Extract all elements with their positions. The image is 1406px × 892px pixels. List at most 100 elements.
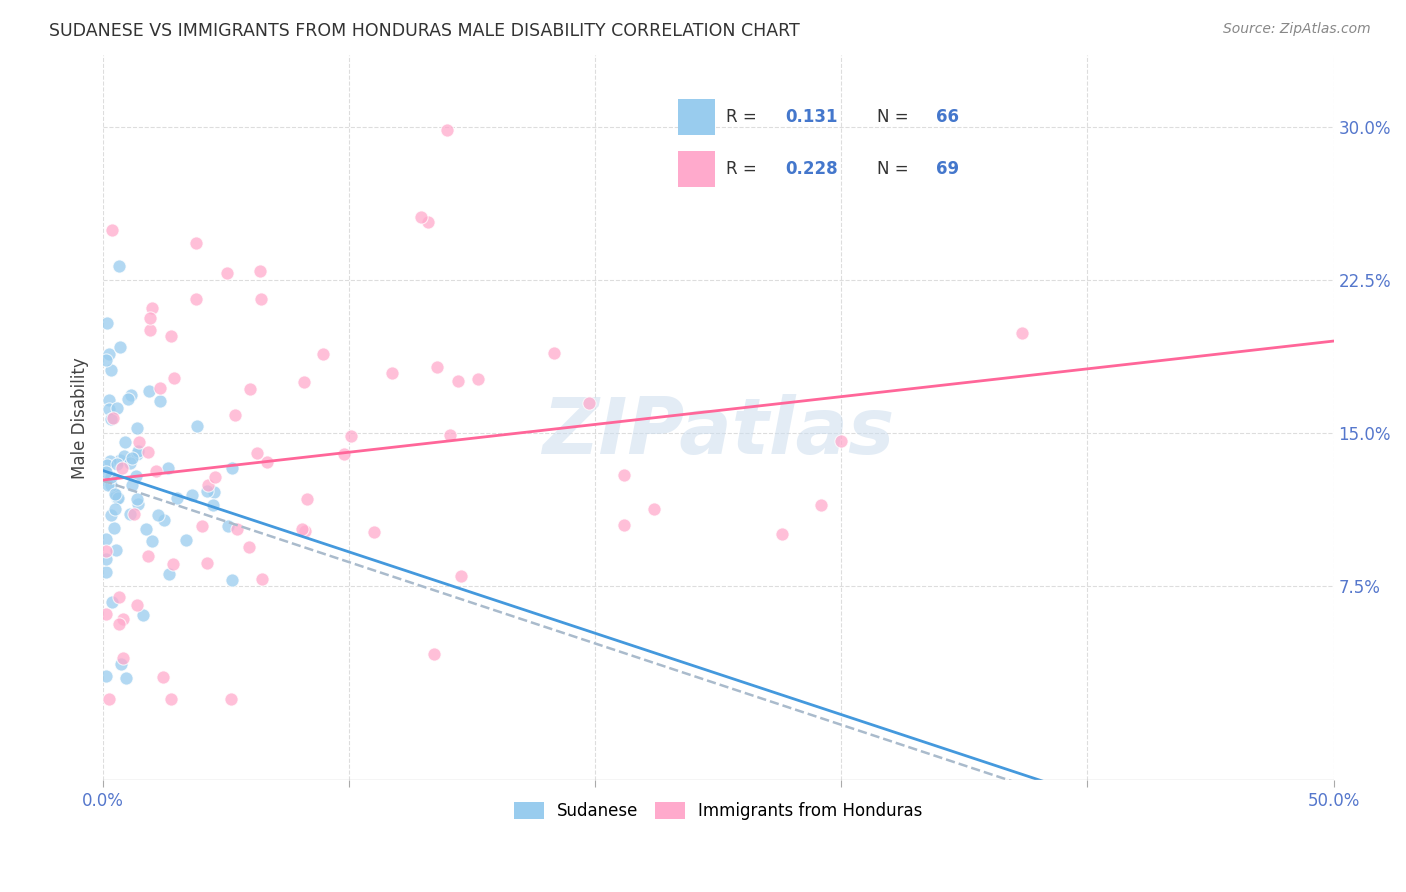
Point bbox=[613, 518, 636, 533]
Point bbox=[381, 366, 404, 380]
Point bbox=[160, 329, 183, 343]
Point bbox=[104, 502, 127, 516]
Point bbox=[363, 524, 385, 539]
Point bbox=[108, 617, 131, 632]
Point bbox=[96, 316, 118, 330]
Point bbox=[121, 478, 143, 492]
Point bbox=[145, 464, 167, 478]
Point bbox=[226, 522, 249, 536]
Point bbox=[770, 527, 793, 541]
Point bbox=[148, 508, 170, 522]
Point bbox=[98, 454, 121, 468]
Point bbox=[219, 691, 242, 706]
Point bbox=[643, 501, 665, 516]
Point bbox=[425, 360, 447, 375]
Point bbox=[543, 346, 565, 360]
Point bbox=[105, 401, 128, 415]
Point bbox=[160, 691, 183, 706]
Point bbox=[141, 301, 163, 315]
Point bbox=[125, 469, 148, 483]
Point bbox=[157, 460, 180, 475]
Point bbox=[195, 556, 218, 570]
Point bbox=[197, 478, 219, 492]
Point bbox=[114, 434, 136, 449]
Point bbox=[104, 487, 127, 501]
Point bbox=[114, 671, 136, 685]
Text: ZIPatlas: ZIPatlas bbox=[543, 394, 894, 470]
Point bbox=[204, 470, 226, 484]
Point bbox=[94, 669, 117, 683]
Point bbox=[122, 508, 145, 522]
Point bbox=[295, 491, 318, 506]
Point bbox=[162, 557, 184, 571]
Point bbox=[221, 573, 243, 587]
Point bbox=[127, 497, 149, 511]
Point bbox=[100, 478, 122, 492]
Point bbox=[450, 569, 472, 583]
Point bbox=[128, 434, 150, 449]
Point bbox=[152, 670, 174, 684]
Point bbox=[127, 599, 149, 613]
Point bbox=[138, 445, 160, 459]
Point bbox=[186, 235, 208, 250]
Point bbox=[111, 612, 134, 626]
Point bbox=[136, 549, 159, 563]
Point bbox=[100, 412, 122, 426]
Point bbox=[141, 533, 163, 548]
Point bbox=[163, 371, 186, 385]
Point bbox=[436, 123, 458, 137]
Point bbox=[439, 427, 461, 442]
Point bbox=[292, 376, 315, 390]
Point bbox=[202, 485, 225, 500]
Point bbox=[94, 552, 117, 566]
Point bbox=[104, 488, 127, 502]
Point bbox=[612, 467, 634, 482]
Point bbox=[294, 524, 316, 539]
Point bbox=[186, 419, 208, 434]
Point bbox=[120, 456, 142, 470]
Point bbox=[215, 266, 238, 280]
Point bbox=[1011, 326, 1033, 341]
Point bbox=[125, 421, 148, 435]
Point bbox=[118, 507, 141, 521]
Point bbox=[180, 488, 202, 502]
Point bbox=[98, 392, 121, 407]
Point bbox=[256, 455, 278, 469]
Point bbox=[139, 310, 162, 325]
Point bbox=[98, 401, 121, 416]
Point bbox=[409, 210, 432, 224]
Point bbox=[201, 498, 224, 512]
Point bbox=[100, 362, 122, 376]
Point bbox=[108, 259, 131, 273]
Point bbox=[186, 292, 208, 306]
Point bbox=[447, 374, 470, 388]
Point bbox=[121, 451, 143, 466]
Point bbox=[249, 263, 271, 277]
Point bbox=[97, 478, 120, 492]
Point bbox=[94, 465, 117, 479]
Point bbox=[94, 353, 117, 368]
Point bbox=[127, 443, 149, 458]
Point bbox=[125, 491, 148, 506]
Point bbox=[238, 541, 260, 555]
Point bbox=[246, 446, 269, 460]
Point bbox=[100, 223, 122, 237]
Point bbox=[195, 484, 218, 499]
Point bbox=[138, 384, 160, 399]
Point bbox=[117, 392, 139, 406]
Point bbox=[149, 394, 172, 409]
Point bbox=[94, 544, 117, 558]
Point bbox=[110, 453, 132, 467]
Point bbox=[291, 522, 314, 536]
Point bbox=[166, 491, 188, 506]
Point bbox=[830, 434, 852, 448]
Point bbox=[239, 383, 262, 397]
Point bbox=[125, 447, 148, 461]
Point bbox=[96, 458, 118, 472]
Text: Source: ZipAtlas.com: Source: ZipAtlas.com bbox=[1223, 22, 1371, 37]
Point bbox=[252, 572, 274, 586]
Point bbox=[217, 519, 239, 533]
Point bbox=[416, 215, 439, 229]
Point bbox=[135, 522, 157, 536]
Point bbox=[224, 408, 246, 422]
